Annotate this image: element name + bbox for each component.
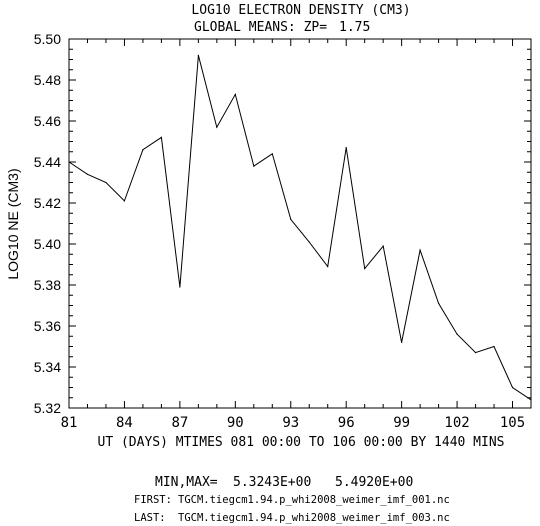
first-file-label: FIRST: xyxy=(134,494,172,506)
data-point xyxy=(474,352,477,354)
data-point xyxy=(86,173,89,175)
last-file-label: LAST: xyxy=(134,512,166,524)
y-axis: 5.32 5.34 5.36 5.38 5.40 5.42 5.44 5.46 5.48 5.50 xyxy=(34,31,531,416)
x-tick-label: 93 xyxy=(282,415,299,431)
data-point xyxy=(327,265,329,268)
data-point xyxy=(123,200,126,202)
last-file-name: TGCM.tiegcm1.94.p_whi2008_weimer_imf_003… xyxy=(178,512,450,524)
x-tick-label: 84 xyxy=(116,415,133,431)
data-point xyxy=(308,241,310,243)
data-point xyxy=(345,147,347,149)
data-point xyxy=(234,93,236,95)
x-tick-label: 99 xyxy=(393,415,410,431)
x-tick-label: 90 xyxy=(227,415,244,431)
chart-subtitle-label: GLOBAL MEANS: ZP= xyxy=(194,20,327,35)
data-point xyxy=(493,345,495,348)
first-file-name: TGCM.tiegcm1.94.p_whi2008_weimer_imf_001… xyxy=(178,494,450,506)
data-point xyxy=(290,218,292,220)
data-point xyxy=(142,149,144,151)
x-tick-label: 87 xyxy=(171,415,188,431)
y-tick-label: 5.48 xyxy=(34,72,61,88)
data-point xyxy=(419,249,421,251)
plot-frame xyxy=(68,38,532,409)
y-tick-label: 5.32 xyxy=(34,400,61,416)
x-tick-label: 96 xyxy=(338,415,355,431)
y-tick-label: 5.46 xyxy=(34,113,61,129)
y-tick-label: 5.34 xyxy=(34,359,61,375)
data-point xyxy=(271,153,273,155)
data-point xyxy=(160,136,162,138)
data-point xyxy=(456,333,458,335)
y-tick-label: 5.42 xyxy=(34,195,61,211)
y-tick-label: 5.36 xyxy=(34,318,61,334)
chart-title: LOG10 ELECTRON DENSITY (CM3) xyxy=(191,3,410,18)
chart-subtitle-value: 1.75 xyxy=(339,20,370,35)
data-point xyxy=(530,399,532,401)
x-tick-label: 105 xyxy=(500,415,525,431)
data-point xyxy=(253,165,255,167)
data-point xyxy=(382,245,384,247)
data-point xyxy=(438,302,440,305)
y-tick-label: 5.50 xyxy=(34,31,61,47)
x-axis-label: UT (DAYS) MTIMES 081 00:00 TO 106 00:00 … xyxy=(98,435,505,450)
x-axis: 81 84 87 90 93 96 99 102 105 xyxy=(61,39,532,431)
y-tick-label: 5.40 xyxy=(34,236,61,252)
x-tick-label: 102 xyxy=(444,415,469,431)
max-value: 5.4920E+00 xyxy=(335,475,413,490)
data-point xyxy=(105,181,107,184)
data-point xyxy=(68,161,70,163)
data-point xyxy=(364,268,366,270)
min-value: 5.3243E+00 xyxy=(233,475,311,490)
y-tick-label: 5.38 xyxy=(34,277,61,293)
data-point xyxy=(179,286,181,288)
electron-density-line xyxy=(68,55,532,401)
data-point xyxy=(216,126,218,128)
y-tick-label: 5.44 xyxy=(34,154,61,170)
data-point xyxy=(511,386,514,389)
y-axis-label: LOG10 NE (CM3) xyxy=(5,168,21,279)
data-point xyxy=(197,54,199,57)
minmax-label: MIN,MAX= xyxy=(155,475,218,490)
x-tick-label: 81 xyxy=(61,415,78,431)
series xyxy=(68,54,532,401)
data-point xyxy=(401,341,403,343)
